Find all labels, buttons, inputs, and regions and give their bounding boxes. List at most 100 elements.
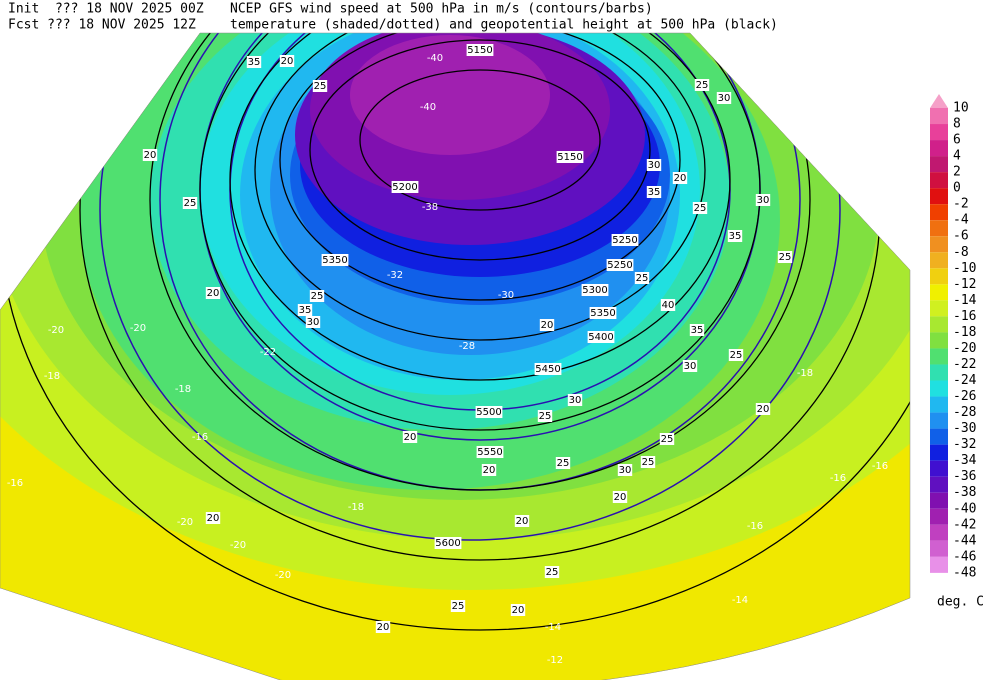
height-label: 5400 bbox=[588, 332, 613, 343]
colorbar-label: -4 bbox=[953, 213, 969, 228]
temperature-label: -20 bbox=[275, 570, 291, 581]
wind-label: 30 bbox=[648, 160, 661, 171]
wind-label-box bbox=[279, 55, 295, 67]
wind-label: 30 bbox=[684, 361, 697, 372]
wind-label: 20 bbox=[377, 622, 390, 633]
wind-label-box bbox=[312, 80, 328, 92]
temperature-label: -38 bbox=[422, 202, 438, 213]
wind-label: 25 bbox=[696, 80, 709, 91]
colorbar-label: -18 bbox=[953, 325, 976, 340]
colorbar-cell bbox=[930, 236, 948, 253]
wind-label-box bbox=[402, 431, 418, 443]
temperature-label: -14 bbox=[732, 595, 748, 606]
colorbar-cell bbox=[930, 332, 948, 349]
temperature-label: -20 bbox=[130, 323, 146, 334]
wind-label-box bbox=[617, 464, 633, 476]
colorbar-cell bbox=[930, 476, 948, 493]
wind-label-box bbox=[567, 394, 583, 406]
colorbar-label: 0 bbox=[953, 181, 961, 196]
wind-label-box bbox=[481, 464, 497, 476]
wind-label: 35 bbox=[691, 325, 704, 336]
colorbar-cell bbox=[930, 220, 948, 237]
wind-label: 20 bbox=[207, 288, 220, 299]
colorbar-label: -26 bbox=[953, 389, 976, 404]
height-label-box bbox=[611, 234, 639, 246]
colorbar-label: -30 bbox=[953, 421, 976, 436]
colorbar-cell bbox=[930, 428, 948, 445]
wind-label-box bbox=[514, 515, 530, 527]
colorbar-label: -6 bbox=[953, 229, 969, 244]
wind-label-box bbox=[692, 202, 708, 214]
colorbar-label: -28 bbox=[953, 405, 976, 420]
temperature-label: -16 bbox=[7, 478, 23, 489]
wind-label: 30 bbox=[307, 317, 320, 328]
wind-label: 25 bbox=[184, 198, 197, 209]
forecast-time: Fcst ??? 18 NOV 2025 12Z bbox=[8, 18, 196, 33]
colorbar-cell bbox=[930, 444, 948, 461]
wind-label-box bbox=[716, 92, 732, 104]
wind-label: 20 bbox=[144, 150, 157, 161]
wind-label-box bbox=[660, 299, 676, 311]
wind-label-box bbox=[375, 621, 391, 633]
wind-label-box bbox=[672, 172, 688, 184]
wind-label: 30 bbox=[718, 93, 731, 104]
colorbar-cell bbox=[930, 316, 948, 333]
temperature-label: -14 bbox=[545, 622, 561, 633]
temperature-label: -20 bbox=[48, 325, 64, 336]
wind-label: 35 bbox=[248, 57, 261, 68]
wind-label-box bbox=[142, 149, 158, 161]
title-line: NCEP GFS wind speed at 500 hPa in m/s (c… bbox=[230, 2, 653, 17]
wind-label-box bbox=[555, 457, 571, 469]
colorbar-label: -8 bbox=[953, 245, 969, 260]
colorbar-label: -22 bbox=[953, 357, 976, 372]
height-label: 5300 bbox=[582, 285, 607, 296]
colorbar-cell bbox=[930, 460, 948, 477]
wind-label: 20 bbox=[516, 516, 529, 527]
wind-label-box bbox=[182, 197, 198, 209]
wind-label: 25 bbox=[642, 457, 655, 468]
wind-label-box bbox=[205, 512, 221, 524]
temperature-label: -40 bbox=[427, 53, 443, 64]
height-label: 5250 bbox=[607, 260, 632, 271]
colorbar-label: 6 bbox=[953, 133, 961, 148]
colorbar-label: 8 bbox=[953, 117, 961, 132]
temperature-label: -32 bbox=[387, 270, 403, 281]
colorbar-label: -36 bbox=[953, 469, 976, 484]
wind-label: 20 bbox=[541, 320, 554, 331]
temperature-label: -20 bbox=[177, 517, 193, 528]
wind-label: 25 bbox=[557, 458, 570, 469]
wind-label-box bbox=[510, 604, 526, 616]
wind-label-box bbox=[682, 360, 698, 372]
wind-label-box bbox=[537, 410, 553, 422]
wind-label: 25 bbox=[539, 411, 552, 422]
wind-label-box bbox=[728, 349, 744, 361]
wind-label-box bbox=[450, 600, 466, 612]
colorbar-label: -44 bbox=[953, 533, 977, 548]
colorbar-label: -2 bbox=[953, 197, 969, 212]
height-label-box bbox=[534, 363, 562, 375]
wind-label: 20 bbox=[512, 605, 525, 616]
height-label-box bbox=[391, 181, 419, 193]
colorbar-cell bbox=[930, 364, 948, 381]
colorbar-cell bbox=[930, 348, 948, 365]
wind-label: 20 bbox=[614, 492, 627, 503]
wind-label: 40 bbox=[662, 300, 675, 311]
temperature-label: -20 bbox=[230, 540, 246, 551]
wind-label: 20 bbox=[674, 173, 687, 184]
colorbar-label: -38 bbox=[953, 485, 976, 500]
height-label-box bbox=[475, 406, 503, 418]
colorbar-label: 4 bbox=[953, 149, 961, 164]
colorbar-label: -40 bbox=[953, 501, 976, 516]
temperature-label: -22 bbox=[260, 347, 276, 358]
temperature-label: -12 bbox=[547, 655, 563, 666]
wind-label-box bbox=[246, 56, 262, 68]
height-label-box bbox=[587, 331, 615, 343]
wind-label-box bbox=[309, 290, 325, 302]
height-label-box bbox=[606, 259, 634, 271]
wind-label-box bbox=[612, 491, 628, 503]
colorbar-cell bbox=[930, 108, 948, 125]
colorbar-label: -24 bbox=[953, 373, 977, 388]
temperature-label: -40 bbox=[420, 102, 436, 113]
height-label: 5500 bbox=[476, 407, 501, 418]
height-label-box bbox=[321, 254, 349, 266]
